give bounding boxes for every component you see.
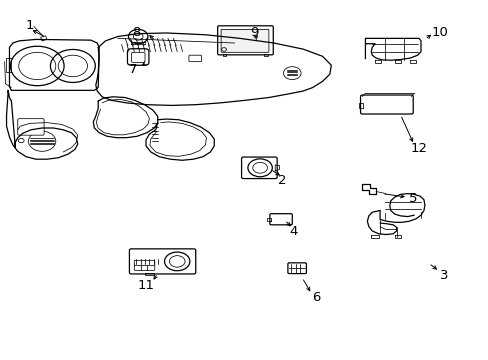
FancyBboxPatch shape <box>127 49 149 65</box>
Circle shape <box>128 30 148 44</box>
Text: 5: 5 <box>407 192 416 205</box>
FancyBboxPatch shape <box>221 30 268 52</box>
Text: 11: 11 <box>137 279 154 292</box>
FancyBboxPatch shape <box>217 26 273 55</box>
Text: 3: 3 <box>439 269 448 282</box>
Text: 12: 12 <box>410 142 427 155</box>
Text: 2: 2 <box>278 174 286 187</box>
FancyBboxPatch shape <box>129 249 195 274</box>
Circle shape <box>164 252 189 271</box>
FancyBboxPatch shape <box>131 52 145 62</box>
FancyBboxPatch shape <box>188 55 201 62</box>
Text: 9: 9 <box>249 27 258 40</box>
FancyBboxPatch shape <box>134 260 155 265</box>
Text: 10: 10 <box>430 27 447 40</box>
Text: 6: 6 <box>312 291 320 304</box>
FancyBboxPatch shape <box>241 157 277 179</box>
Text: 8: 8 <box>132 27 140 40</box>
Text: 1: 1 <box>26 19 34 32</box>
FancyBboxPatch shape <box>134 265 155 270</box>
FancyBboxPatch shape <box>360 95 412 114</box>
Circle shape <box>247 159 272 177</box>
FancyBboxPatch shape <box>18 119 44 135</box>
FancyBboxPatch shape <box>269 214 292 225</box>
Text: 4: 4 <box>288 225 297 238</box>
Text: 7: 7 <box>129 63 137 76</box>
FancyBboxPatch shape <box>287 263 306 274</box>
